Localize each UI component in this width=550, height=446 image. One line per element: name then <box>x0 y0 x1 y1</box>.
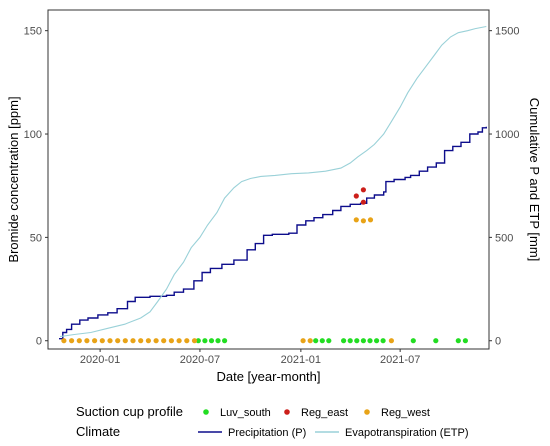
plot-panel <box>47 9 490 350</box>
point-reg-west <box>184 338 190 344</box>
point-reg-west <box>92 338 98 344</box>
point-reg-west <box>307 338 313 344</box>
point-luv-south <box>313 338 319 344</box>
y2-tick-label: 1000 <box>495 129 519 141</box>
point-reg-west <box>130 338 136 344</box>
y-axis-left: 0 50 100 150 <box>24 26 48 348</box>
legend-point-entries: Luv_south Reg_east Reg_west <box>203 407 430 419</box>
point-luv-south <box>319 338 325 344</box>
point-reg-west <box>69 338 75 344</box>
point-reg-west <box>145 338 151 344</box>
point-reg-west <box>115 338 121 344</box>
x-axis: 2020-01 2020-07 2021-01 2021-07 <box>80 349 420 366</box>
y-tick-label: 100 <box>24 129 42 141</box>
y2-tick-label: 0 <box>495 336 501 348</box>
point-reg-west <box>367 217 374 223</box>
point-luv-south <box>433 338 439 344</box>
legend-label-reg-east: Reg_east <box>301 407 348 419</box>
point-reg-east <box>353 193 359 199</box>
point-reg-west <box>161 338 167 344</box>
point-reg-west <box>153 338 159 344</box>
line-precipitation-p <box>59 126 487 340</box>
point-reg-west <box>176 338 182 344</box>
point-luv-south <box>380 338 386 344</box>
y-axis-right: 0 500 1000 1500 <box>489 26 519 348</box>
x-tick-label: 2021-07 <box>380 354 420 366</box>
point-layer <box>61 187 468 344</box>
point-luv-south <box>341 338 347 344</box>
legend-line-entries: Precipitation (P) Evapotranspiration (ETP… <box>198 427 469 439</box>
point-reg-west <box>168 338 174 344</box>
legend-title-profile: Suction cup profile <box>76 404 183 419</box>
point-reg-west <box>99 338 105 344</box>
point-luv-south <box>367 338 373 344</box>
point-reg-east <box>360 199 366 205</box>
legend-title-climate: Climate <box>76 424 120 439</box>
y-axis-title: Bromide concentration [ppm] <box>6 96 21 262</box>
point-luv-south <box>195 338 201 344</box>
point-reg-west <box>61 338 67 344</box>
legend-key-reg-west <box>364 409 370 415</box>
point-reg-west <box>360 218 366 224</box>
legend-key-luv-south <box>203 409 209 415</box>
point-reg-west <box>84 338 90 344</box>
point-luv-south <box>410 338 416 344</box>
legend-label-luv-south: Luv_south <box>220 407 271 419</box>
point-luv-south <box>347 338 353 344</box>
point-reg-west <box>122 338 128 344</box>
point-reg-west <box>191 338 198 344</box>
point-luv-south <box>374 338 380 344</box>
point-luv-south <box>202 338 208 344</box>
point-luv-south <box>208 338 215 344</box>
x-axis-title: Date [year-month] <box>216 369 320 384</box>
point-reg-west <box>138 338 144 344</box>
point-reg-west <box>107 338 113 344</box>
y2-tick-label: 500 <box>495 232 513 244</box>
legend-label-reg-west: Reg_west <box>381 407 430 419</box>
line-evapotranspiration-etp <box>60 25 487 338</box>
point-reg-west <box>76 338 82 344</box>
point-reg-west <box>300 338 306 344</box>
point-luv-south <box>354 338 360 344</box>
y-tick-label: 0 <box>36 336 42 348</box>
legend-key-reg-east <box>284 409 290 415</box>
point-reg-east <box>360 187 366 193</box>
point-reg-west <box>353 217 359 223</box>
point-luv-south <box>360 338 366 344</box>
y-tick-label: 150 <box>24 26 42 38</box>
legend-label-precipitation-p: Precipitation (P) <box>228 427 306 439</box>
y2-axis-title: Cumulative P and ETP [mm] <box>527 98 542 262</box>
point-luv-south <box>215 338 221 344</box>
point-reg-west <box>388 338 394 344</box>
point-luv-south <box>462 338 468 344</box>
x-tick-label: 2020-07 <box>180 354 220 366</box>
point-luv-south <box>222 338 228 344</box>
y2-tick-label: 1500 <box>495 26 519 38</box>
point-luv-south <box>326 338 332 344</box>
legend-label-evapotranspiration-etp: Evapotranspiration (ETP) <box>345 427 469 439</box>
x-tick-label: 2021-01 <box>281 354 321 366</box>
y-tick-label: 50 <box>30 232 42 244</box>
legend: Suction cup profile Climate Luv_south Reg… <box>76 404 469 439</box>
panel-border <box>47 9 490 350</box>
point-luv-south <box>455 338 461 344</box>
line-layer <box>59 25 487 340</box>
x-tick-label: 2020-01 <box>80 354 120 366</box>
